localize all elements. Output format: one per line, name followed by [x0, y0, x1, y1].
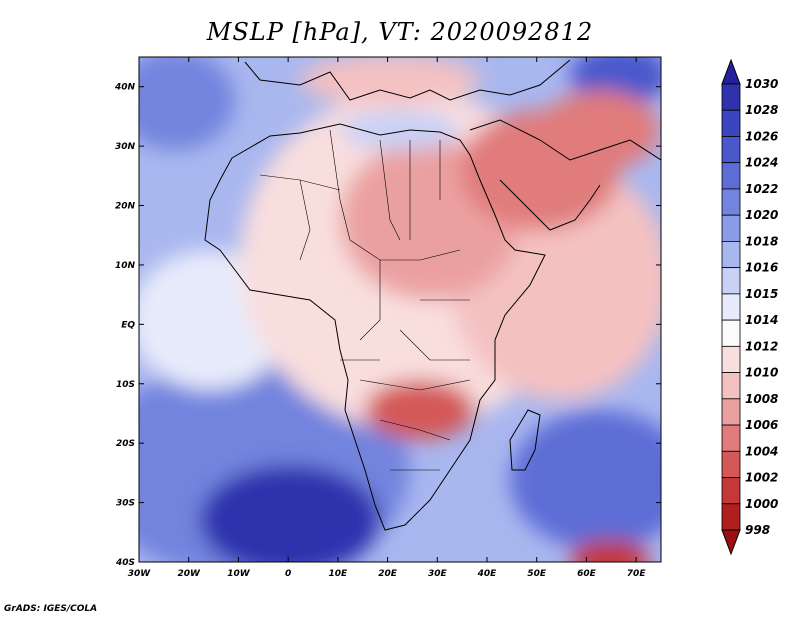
x-tick-label: 20W — [177, 569, 201, 579]
colorbar-swatch — [721, 345, 741, 373]
colorbar-top-arrow — [721, 58, 741, 85]
colorbar-swatch — [721, 83, 741, 111]
colorbar: 1030 1028 1026 1024 1022 1020 1018 1016 1015 1014… — [721, 58, 778, 556]
colorbar-label: 1014 — [745, 313, 778, 327]
colorbar-label: 998 — [745, 523, 770, 537]
europe-coastline — [244, 59, 571, 101]
map-frame — [138, 56, 662, 563]
field-blob — [340, 110, 460, 150]
x-tick-label: 30E — [428, 569, 448, 579]
y-tick-label: 30N — [115, 142, 136, 152]
africa-coastline — [204, 123, 546, 531]
colorbar-label: 1028 — [745, 103, 778, 117]
y-tick-label: EQ — [121, 320, 135, 330]
y-tick-label: 20N — [115, 202, 136, 212]
chart-title: MSLP [hPa], VT: 2020092812 — [206, 18, 594, 46]
colorbar-label: 1002 — [745, 471, 778, 485]
colorbar-swatch — [721, 293, 741, 321]
colorbar-swatch — [721, 319, 741, 347]
colorbar-label: 1020 — [745, 208, 778, 222]
colorbar-swatch — [721, 424, 741, 452]
pressure-field — [139, 57, 661, 562]
x-tick-label: 0 — [285, 569, 291, 579]
y-tick-label: 10N — [115, 261, 136, 271]
colorbar-swatch — [721, 188, 741, 216]
arabia-coastline — [469, 119, 661, 231]
field-blob — [540, 90, 660, 170]
colorbar-label: 1015 — [745, 287, 778, 301]
colorbar-label: 1030 — [745, 77, 778, 91]
colorbar-label: 1006 — [745, 418, 778, 432]
madagascar-coastline — [509, 409, 541, 471]
y-tick-label: 40S — [115, 558, 135, 568]
x-tick-label: 40E — [477, 569, 498, 579]
colorbar-label: 1026 — [745, 129, 778, 143]
colorbar-label: 1016 — [745, 261, 778, 275]
colorbar-swatch — [721, 477, 741, 505]
x-tick-label: 20E — [378, 569, 398, 579]
south-atlantic-high — [200, 465, 380, 562]
colorbar-swatch — [721, 398, 741, 426]
x-tick-label: 70E — [627, 569, 647, 579]
colorbar-label: 1000 — [745, 497, 778, 511]
x-tick-label: 60E — [577, 569, 597, 579]
colorbar-swatch — [721, 450, 741, 478]
colorbar-label: 1004 — [745, 444, 778, 458]
colorbar-swatch — [721, 267, 741, 295]
colorbar-swatch — [721, 372, 741, 400]
colorbar-swatch — [721, 162, 741, 190]
colorbar-bottom-arrow — [721, 529, 741, 556]
x-tick-label: 10W — [227, 569, 251, 579]
y-tick-label: 20S — [116, 439, 135, 449]
field-blob — [300, 57, 480, 105]
axis-ticks: 30W 20W 10W 0 10E 20E 30E 40E 50E 60E 70E 40N 30N 20N… — [114, 57, 661, 579]
southern-africa-low — [365, 380, 475, 440]
x-tick-label: 30W — [128, 569, 152, 579]
x-tick-label: 50E — [527, 569, 547, 579]
colorbar-label: 1008 — [745, 392, 778, 406]
colorbar-swatch — [721, 241, 741, 269]
colorbar-label: 1022 — [745, 182, 778, 196]
credit-label: GrADS: IGES/COLA — [4, 604, 98, 614]
country-borders — [259, 129, 471, 471]
colorbar-swatch — [721, 136, 741, 164]
colorbar-label: 1012 — [745, 339, 778, 353]
field-blob — [510, 410, 661, 550]
south-indian-low — [570, 540, 650, 562]
y-tick-label: 40N — [114, 83, 136, 93]
field-blob — [139, 57, 235, 150]
y-tick-label: 30S — [116, 499, 135, 509]
colorbar-swatch — [721, 503, 741, 531]
colorbar-label: 1024 — [745, 156, 778, 170]
colorbar-label: 1018 — [745, 234, 778, 248]
x-tick-label: 10E — [329, 569, 349, 579]
colorbar-label: 1010 — [745, 366, 778, 380]
colorbar-swatch — [721, 214, 741, 242]
colorbar-swatch — [721, 109, 741, 137]
y-tick-label: 10S — [116, 380, 135, 390]
